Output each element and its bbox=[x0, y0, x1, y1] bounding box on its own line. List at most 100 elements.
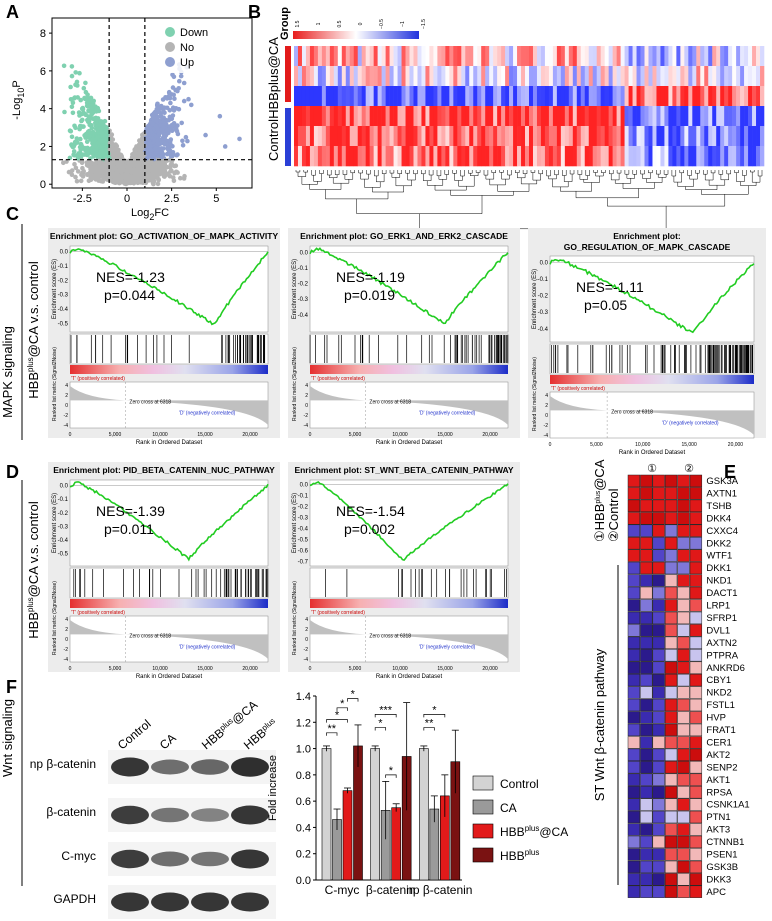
metric-tick-label: -4 bbox=[64, 657, 69, 663]
x-label-end: FC bbox=[154, 207, 169, 219]
heatmap-cell bbox=[357, 106, 363, 127]
heatmap-cell bbox=[704, 126, 709, 147]
gene-label-gsk3b: GSK3B bbox=[706, 862, 738, 873]
heatmap-cell bbox=[365, 66, 370, 87]
gene-cell bbox=[664, 499, 678, 512]
rank-tick-label: 0 bbox=[69, 432, 72, 438]
heatmap-cell bbox=[441, 126, 446, 147]
heatmap-cell bbox=[345, 106, 351, 127]
heatmap-cell bbox=[294, 146, 299, 167]
gene-cell bbox=[652, 823, 665, 836]
dendrogram-branch bbox=[671, 170, 677, 177]
heatmap-cell bbox=[309, 86, 315, 107]
heatmap-cell bbox=[477, 46, 482, 67]
col-group-1: ① bbox=[647, 463, 657, 475]
gene-cell bbox=[664, 636, 678, 650]
heatmap-cell bbox=[720, 146, 725, 167]
gene-cell bbox=[652, 599, 665, 612]
gene-cell bbox=[627, 835, 641, 849]
heatmap-cell bbox=[644, 106, 649, 127]
y-tick-label: 8 bbox=[40, 28, 46, 40]
heatmap-cell bbox=[413, 126, 418, 147]
rank-tick-label: 10,000 bbox=[392, 666, 408, 672]
dendrogram-branch bbox=[734, 170, 739, 173]
es-tick-label: -0.4 bbox=[58, 307, 69, 313]
heatmap-cell bbox=[369, 86, 374, 107]
volcano-point bbox=[168, 100, 173, 106]
dendrogram-branch bbox=[436, 170, 442, 177]
dendrogram-branch bbox=[344, 172, 354, 180]
gene-label-wtf1: WTF1 bbox=[706, 551, 732, 562]
dendrogram-branch bbox=[364, 179, 381, 188]
hit-lines bbox=[309, 335, 509, 363]
heatmap-cell bbox=[640, 66, 645, 87]
heatmap-cell bbox=[425, 86, 430, 107]
gene-cell bbox=[640, 512, 653, 525]
rank-tick-label: 15,000 bbox=[437, 666, 453, 672]
category-label: β-catenin bbox=[366, 883, 416, 897]
heatmap-cell bbox=[652, 66, 657, 87]
heatmap-cell bbox=[592, 46, 598, 67]
rank-tick-label: 10,000 bbox=[152, 432, 168, 438]
volcano-point bbox=[170, 113, 176, 118]
heatmap-cell bbox=[481, 66, 486, 87]
heatmap-cell bbox=[297, 86, 303, 107]
gene-cell bbox=[664, 561, 678, 575]
neg-correlated-label: 'D' (negatively correlated) bbox=[662, 420, 719, 426]
heatmap-cell bbox=[365, 86, 370, 107]
heatmap-cell bbox=[668, 126, 673, 147]
heatmap-cell bbox=[329, 106, 335, 127]
es-tick-label: 0.0 bbox=[540, 261, 549, 267]
dendrogram-branch bbox=[626, 174, 635, 179]
gene-cell bbox=[664, 649, 678, 662]
volcano-point bbox=[135, 164, 140, 169]
heatmap-cell bbox=[612, 86, 617, 107]
heatmap-cell bbox=[728, 66, 733, 87]
metric-positive-area bbox=[70, 620, 126, 635]
heatmap-cell bbox=[517, 126, 522, 147]
heatmap-cell bbox=[704, 106, 709, 127]
heatmap-cell bbox=[501, 46, 506, 67]
volcano-point bbox=[106, 155, 112, 161]
gene-cell bbox=[677, 586, 690, 600]
heatmap-cell bbox=[556, 86, 562, 107]
gsea-plot-4: Enrichment plot: PID_BETA_CATENIN_NUC_PA… bbox=[48, 462, 280, 680]
heatmap-cell bbox=[333, 126, 339, 147]
heatmap-cell bbox=[413, 86, 418, 107]
dendrogram-branch bbox=[552, 178, 569, 188]
volcano-point bbox=[112, 161, 118, 166]
heatmap-cell bbox=[309, 106, 315, 127]
volcano-point bbox=[171, 178, 177, 184]
gene-cell bbox=[652, 885, 665, 898]
heatmap-cell bbox=[676, 146, 681, 167]
heatmap-cell bbox=[397, 126, 402, 147]
gene-cell bbox=[689, 599, 703, 612]
dendrogram-branch bbox=[614, 178, 632, 184]
gene-cell bbox=[640, 748, 653, 762]
gene-cell bbox=[640, 499, 653, 512]
heatmap-cell bbox=[572, 146, 578, 167]
gene-cell bbox=[689, 761, 703, 774]
heatmap-cell bbox=[301, 46, 307, 67]
gene-cell bbox=[677, 711, 690, 724]
heatmap-cell bbox=[672, 146, 677, 167]
heatmap-cell bbox=[465, 86, 470, 107]
volcano-point bbox=[99, 145, 104, 150]
heatmap-cell bbox=[732, 46, 737, 67]
heatmap-cell bbox=[612, 126, 617, 147]
gene-cell bbox=[664, 673, 678, 687]
panel-label-A: A bbox=[6, 2, 19, 22]
blot-band bbox=[231, 757, 269, 777]
nes-value: NES=-1.19 bbox=[336, 269, 405, 285]
volcano-point bbox=[157, 141, 163, 146]
p-value: p=0.019 bbox=[344, 287, 395, 303]
heatmap-cell bbox=[748, 66, 753, 87]
gene-cell bbox=[627, 860, 641, 874]
volcano-point bbox=[79, 146, 84, 151]
heatmap-cell bbox=[744, 146, 749, 167]
heatmap-cell bbox=[688, 126, 693, 147]
heatmap-cell bbox=[329, 46, 335, 67]
rank-tick-label: 0 bbox=[69, 666, 72, 672]
